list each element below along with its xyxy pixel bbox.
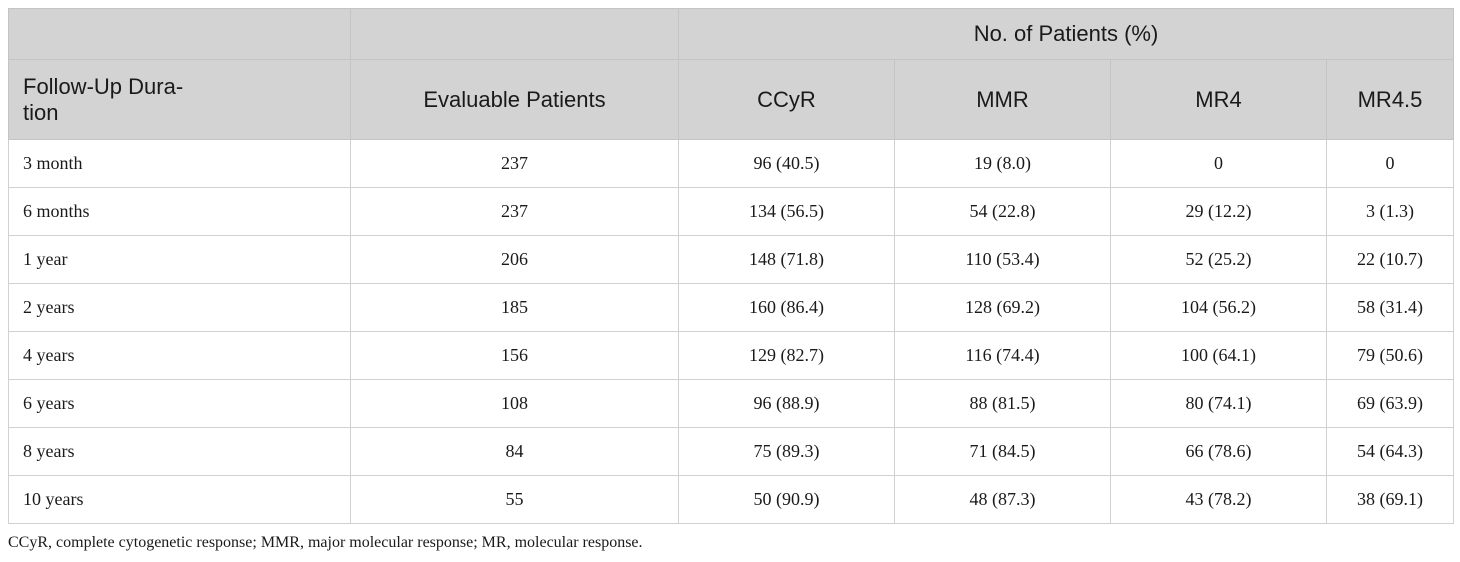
cell-duration: 1 year [8, 235, 351, 284]
cell-duration: 10 years [8, 475, 351, 524]
cell-evaluable: 185 [350, 283, 679, 332]
table-footnote: CCyR, complete cytogenetic response; MMR… [8, 534, 643, 551]
table-row: 4 years 156 129 (82.7) 116 (74.4) 100 (64.1)… [8, 331, 1455, 380]
cell-mmr: 88 (81.5) [894, 379, 1111, 428]
cell-ccyr: 134 (56.5) [678, 187, 895, 236]
cell-mmr: 54 (22.8) [894, 187, 1111, 236]
cell-evaluable: 84 [350, 427, 679, 476]
header-row-group: No. of Patients (%) [8, 8, 1455, 60]
table-container: No. of Patients (%) Follow-Up Dura-tion … [8, 8, 1455, 552]
cell-mr45: 0 [1325, 139, 1455, 188]
table-row: 3 month 237 96 (40.5) 19 (8.0) 0 0 [8, 139, 1455, 188]
cell-mr45: 79 (50.6) [1325, 331, 1455, 380]
cell-ccyr: 129 (82.7) [678, 331, 895, 380]
cell-mmr: 71 (84.5) [894, 427, 1111, 476]
cell-duration: 2 years [8, 283, 351, 332]
cell-mmr: 19 (8.0) [894, 139, 1111, 188]
cell-ccyr: 75 (89.3) [678, 427, 895, 476]
cell-mr4: 66 (78.6) [1110, 427, 1327, 476]
cell-mr4: 100 (64.1) [1110, 331, 1327, 380]
table-row: 6 months 237 134 (56.5) 54 (22.8) 29 (12.2) 3… [8, 187, 1455, 236]
table-body: 3 month 237 96 (40.5) 19 (8.0) 0 0 6 months 237… [8, 139, 1455, 524]
group-header-patients: No. of Patients (%) [677, 8, 1455, 60]
table-row: 1 year 206 148 (71.8) 110 (53.4) 52 (25.2) 22… [8, 235, 1455, 284]
header-empty-cell [8, 8, 351, 60]
table-row: 6 years 108 96 (88.9) 88 (81.5) 80 (74.1) 69 … [8, 379, 1455, 428]
header-empty-cell [350, 8, 679, 60]
cell-mr4: 104 (56.2) [1110, 283, 1327, 332]
cell-duration: 6 months [8, 187, 351, 236]
cell-ccyr: 148 (71.8) [678, 235, 895, 284]
column-header-evaluable: Evaluable Patients [350, 59, 679, 140]
cell-mr45: 22 (10.7) [1325, 235, 1455, 284]
header-row-columns: Follow-Up Dura-tion Evaluable Patients C… [8, 59, 1455, 140]
cell-mmr: 110 (53.4) [894, 235, 1111, 284]
cell-mr4: 0 [1110, 139, 1327, 188]
cell-evaluable: 156 [350, 331, 679, 380]
cell-evaluable: 206 [350, 235, 679, 284]
column-header-duration: Follow-Up Dura-tion [8, 59, 351, 140]
column-header-ccyr: CCyR [678, 59, 895, 140]
cell-evaluable: 55 [350, 475, 679, 524]
cell-mr4: 43 (78.2) [1110, 475, 1327, 524]
cell-mr45: 54 (64.3) [1325, 427, 1455, 476]
table-row: 2 years 185 160 (86.4) 128 (69.2) 104 (56.2)… [8, 283, 1455, 332]
response-table: No. of Patients (%) Follow-Up Dura-tion … [8, 8, 1455, 524]
table-row: 8 years 84 75 (89.3) 71 (84.5) 66 (78.6) 54 (… [8, 427, 1455, 476]
table-row: 10 years 55 50 (90.9) 48 (87.3) 43 (78.2) 38 … [8, 475, 1455, 524]
cell-mmr: 128 (69.2) [894, 283, 1111, 332]
cell-ccyr: 50 (90.9) [678, 475, 895, 524]
column-header-mr45: MR4.5 [1325, 59, 1455, 140]
cell-ccyr: 160 (86.4) [678, 283, 895, 332]
cell-mr4: 29 (12.2) [1110, 187, 1327, 236]
cell-ccyr: 96 (88.9) [678, 379, 895, 428]
cell-mr45: 69 (63.9) [1325, 379, 1455, 428]
cell-duration: 8 years [8, 427, 351, 476]
table-header: No. of Patients (%) Follow-Up Dura-tion … [8, 8, 1455, 140]
cell-mr45: 58 (31.4) [1325, 283, 1455, 332]
cell-mr4: 52 (25.2) [1110, 235, 1327, 284]
cell-duration: 3 month [8, 139, 351, 188]
cell-mr45: 38 (69.1) [1325, 475, 1455, 524]
column-header-mr4: MR4 [1110, 59, 1327, 140]
cell-duration: 4 years [8, 331, 351, 380]
cell-mmr: 48 (87.3) [894, 475, 1111, 524]
column-header-mmr: MMR [894, 59, 1111, 140]
cell-duration: 6 years [8, 379, 351, 428]
cell-mmr: 116 (74.4) [894, 331, 1111, 380]
cell-evaluable: 237 [350, 187, 679, 236]
cell-ccyr: 96 (40.5) [678, 139, 895, 188]
cell-mr45: 3 (1.3) [1325, 187, 1455, 236]
cell-evaluable: 108 [350, 379, 679, 428]
cell-mr4: 80 (74.1) [1110, 379, 1327, 428]
cell-evaluable: 237 [350, 139, 679, 188]
